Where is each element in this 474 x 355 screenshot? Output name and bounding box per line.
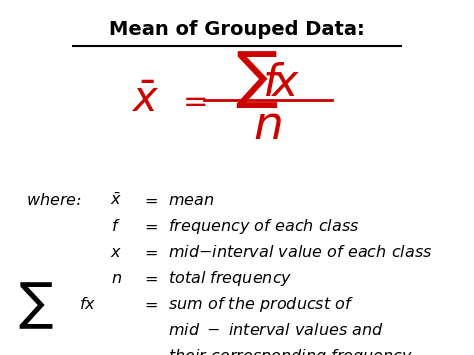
- Text: $\sum$: $\sum$: [18, 281, 53, 331]
- Text: $=$: $=$: [141, 244, 158, 261]
- Text: $sum\ of\ the\ producst\ of$: $sum\ of\ the\ producst\ of$: [168, 295, 355, 314]
- Text: $n$: $n$: [254, 104, 282, 148]
- Text: $total\ frequency$: $total\ frequency$: [168, 269, 293, 288]
- Text: $\bar{x}$: $\bar{x}$: [130, 79, 159, 121]
- Text: $where$:: $where$:: [26, 192, 82, 209]
- Text: $mid\mathrm{-}interval\ value\ of\ each\ class$: $mid\mathrm{-}interval\ value\ of\ each\…: [168, 244, 433, 261]
- Text: $x$: $x$: [110, 244, 122, 261]
- Text: $f$: $f$: [111, 218, 121, 235]
- Text: $=$: $=$: [141, 270, 158, 287]
- Text: $\sum\!\!f\!x$: $\sum\!\!f\!x$: [235, 49, 301, 110]
- Text: $=$: $=$: [141, 218, 158, 235]
- Text: $mid\ -\ interval\ values\ and$: $mid\ -\ interval\ values\ and$: [168, 322, 384, 339]
- Text: $frequency\ of\ each\ class$: $frequency\ of\ each\ class$: [168, 217, 360, 236]
- Text: $n$: $n$: [110, 270, 122, 287]
- Text: $=$: $=$: [141, 296, 158, 313]
- Text: $their\ corresponding\ frequency$: $their\ corresponding\ frequency$: [168, 346, 414, 355]
- Text: $\bar{x}$: $\bar{x}$: [110, 192, 122, 209]
- Text: Mean of Grouped Data:: Mean of Grouped Data:: [109, 20, 365, 39]
- Text: $mean$: $mean$: [168, 192, 215, 209]
- Text: $fx$: $fx$: [79, 296, 96, 313]
- Text: $=$: $=$: [141, 192, 158, 209]
- Text: $=$: $=$: [177, 86, 207, 115]
